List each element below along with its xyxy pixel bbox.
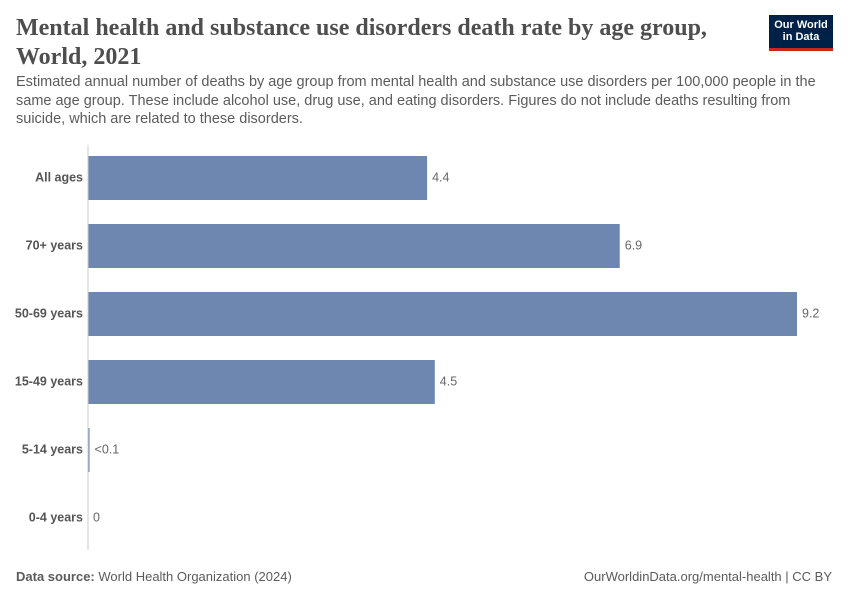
bar [88, 428, 90, 472]
value-label: 0 [93, 510, 100, 524]
logo-line: Our World [774, 19, 828, 31]
source-label: Data source: [16, 569, 95, 584]
logo-line: in Data [782, 31, 820, 43]
bar [88, 224, 620, 268]
chart-title: Mental health and substance use disorder… [16, 15, 707, 70]
footer-note: OurWorldinData.org/mental-health | CC BY [583, 569, 832, 584]
y-tick-label: 5-14 years [22, 442, 83, 456]
value-label: 4.4 [432, 170, 449, 184]
bar [88, 156, 428, 200]
bar [88, 292, 797, 336]
y-tick-label: All ages [35, 170, 83, 184]
chart: All ages 4.4 70+ years 6.9 50-69 years 9.2 15-… [15, 145, 819, 550]
source: Data source: World Health Organization (… [16, 569, 292, 584]
logo: Our World in Data [769, 15, 833, 51]
y-tick-label: 15-49 years [15, 374, 83, 388]
chart-subtitle: Estimated annual number of deaths by age… [16, 74, 816, 127]
y-tick-label: 70+ years [26, 238, 83, 252]
y-tick-label: 50-69 years [15, 306, 83, 320]
y-tick-label: 0-4 years [29, 510, 83, 524]
value-label: 4.5 [440, 374, 457, 388]
bar [88, 360, 435, 404]
value-label: 9.2 [802, 306, 819, 320]
source-text: World Health Organization (2024) [98, 569, 292, 584]
value-label: 6.9 [625, 238, 642, 252]
value-label: <0.1 [95, 442, 120, 456]
